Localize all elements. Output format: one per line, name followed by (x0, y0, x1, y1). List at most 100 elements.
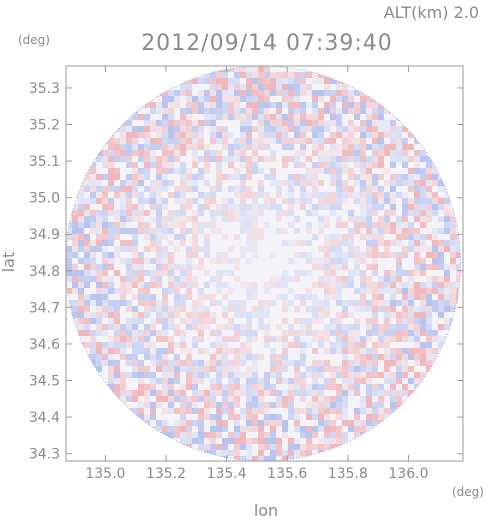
field-cell (138, 378, 144, 384)
field-cell (186, 198, 192, 204)
field-cell (210, 294, 216, 300)
field-cell (204, 306, 210, 312)
field-cell (408, 324, 414, 330)
field-cell (216, 288, 222, 294)
field-cell (282, 180, 288, 186)
field-cell (282, 198, 288, 204)
field-cell (150, 246, 156, 252)
field-cell (132, 330, 138, 336)
field-cell (282, 210, 288, 216)
field-cell (384, 240, 390, 246)
field-cell (360, 210, 366, 216)
field-cell (162, 150, 168, 156)
field-cell (312, 360, 318, 366)
field-cell (282, 318, 288, 324)
field-cell (450, 282, 456, 288)
field-cell (264, 432, 270, 438)
field-cell (390, 144, 396, 150)
field-cell (234, 258, 240, 264)
field-cell (378, 252, 384, 258)
field-cell (330, 120, 336, 126)
field-cell (90, 366, 96, 372)
field-cell (378, 306, 384, 312)
field-cell (162, 300, 168, 306)
field-cell (330, 72, 336, 78)
field-cell (180, 162, 186, 168)
field-cell (180, 222, 186, 228)
field-cell (252, 396, 258, 402)
field-cell (414, 180, 420, 186)
field-cell (294, 180, 300, 186)
field-cell (354, 162, 360, 168)
field-cell (174, 354, 180, 360)
field-cell (300, 240, 306, 246)
field-cell (282, 390, 288, 396)
field-cell (246, 342, 252, 348)
field-cell (228, 450, 234, 456)
field-cell (390, 198, 396, 204)
field-cell (96, 354, 102, 360)
field-cell (336, 408, 342, 414)
field-cell (258, 306, 264, 312)
field-cell (72, 222, 78, 228)
field-cell (258, 180, 264, 186)
field-cell (228, 150, 234, 156)
field-cell (222, 174, 228, 180)
field-cell (396, 396, 402, 402)
field-cell (84, 342, 90, 348)
field-cell (216, 174, 222, 180)
field-cell (426, 318, 432, 324)
field-cell (414, 246, 420, 252)
field-cell (90, 180, 96, 186)
field-cell (300, 198, 306, 204)
field-cell (414, 270, 420, 276)
field-cell (108, 210, 114, 216)
field-cell (264, 78, 270, 84)
field-cell (210, 312, 216, 318)
field-cell (180, 336, 186, 342)
field-cell (390, 312, 396, 318)
field-cell (420, 246, 426, 252)
field-cell (390, 396, 396, 402)
field-cell (156, 156, 162, 162)
field-cell (348, 270, 354, 276)
field-cell (306, 84, 312, 90)
field-cell (198, 318, 204, 324)
field-cell (252, 246, 258, 252)
field-cell (396, 258, 402, 264)
field-cell (192, 342, 198, 348)
field-cell (438, 216, 444, 222)
field-cell (192, 408, 198, 414)
field-cell (264, 174, 270, 180)
field-cell (144, 342, 150, 348)
field-cell (438, 354, 444, 360)
field-cell (180, 414, 186, 420)
field-cell (72, 228, 78, 234)
field-cell (276, 396, 282, 402)
field-cell (306, 402, 312, 408)
field-cell (252, 198, 258, 204)
field-cell (312, 408, 318, 414)
field-cell (354, 366, 360, 372)
field-cell (324, 366, 330, 372)
field-cell (162, 390, 168, 396)
field-cell (180, 306, 186, 312)
field-cell (426, 348, 432, 354)
y-tick-label: 34.3 (29, 447, 60, 463)
field-cell (402, 402, 408, 408)
field-cell (300, 108, 306, 114)
field-cell (222, 234, 228, 240)
field-cell (366, 204, 372, 210)
field-cell (114, 330, 120, 336)
field-cell (198, 414, 204, 420)
field-cell (342, 168, 348, 174)
field-cell (198, 330, 204, 336)
field-cell (384, 126, 390, 132)
field-cell (156, 168, 162, 174)
field-cell (126, 324, 132, 330)
field-cell (354, 246, 360, 252)
field-cell (204, 414, 210, 420)
field-cell (78, 192, 84, 198)
field-cell (120, 294, 126, 300)
field-cell (180, 402, 186, 408)
